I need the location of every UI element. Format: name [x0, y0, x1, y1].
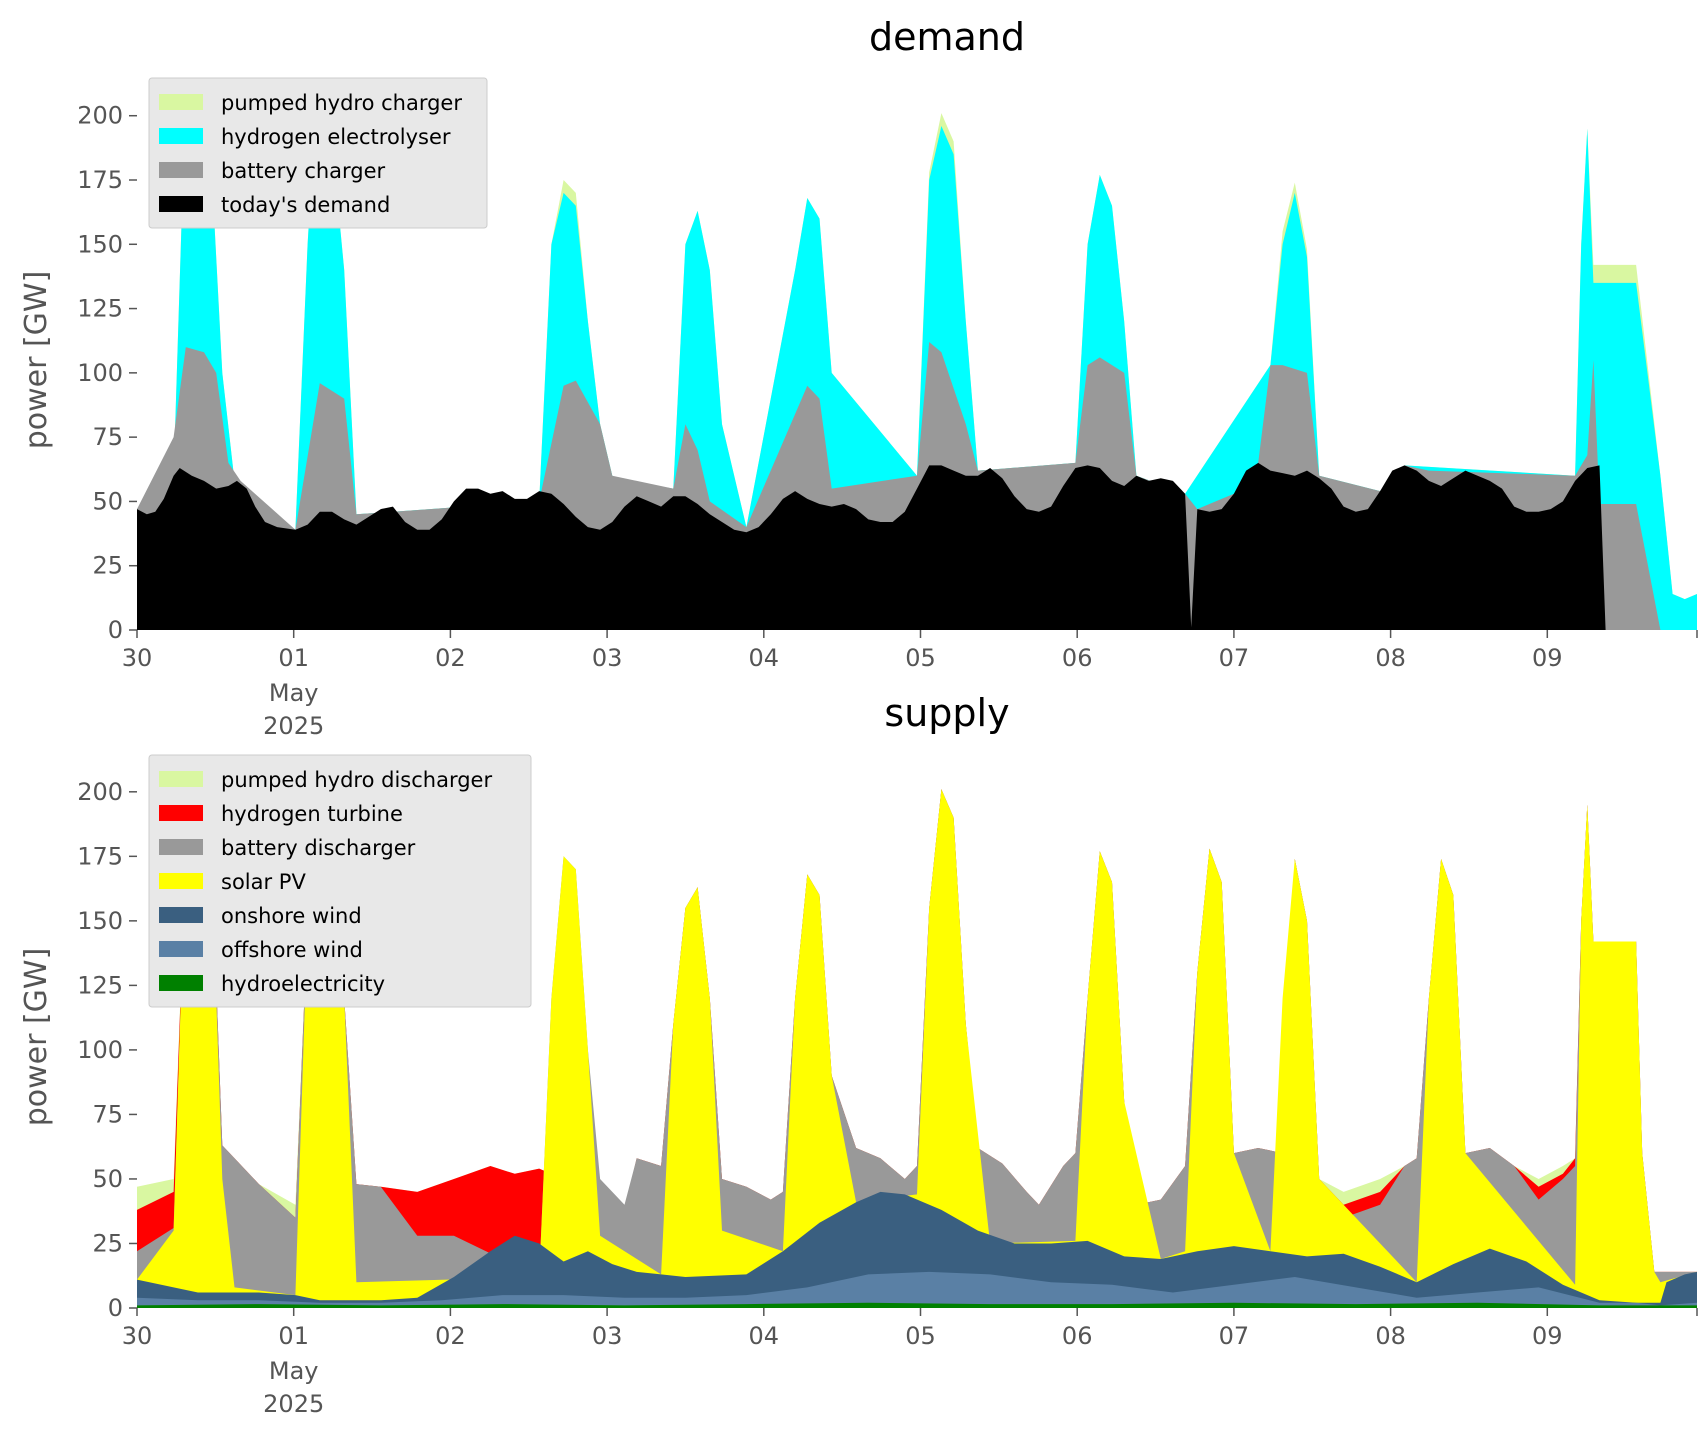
area-onshore-wind: [137, 1191, 1697, 1308]
legend-swatch-hydroelectricity: [159, 975, 203, 991]
x-tick-label: 08: [1375, 644, 1406, 672]
y-tick-label: 25: [92, 552, 123, 580]
y-tick-label: 200: [77, 778, 123, 806]
y-tick-label: 0: [108, 1294, 123, 1322]
y-tick-label: 50: [92, 1165, 123, 1193]
x-tick-sublabel: 2025: [263, 712, 324, 740]
x-tick-label: 06: [1062, 644, 1093, 672]
x-tick-label: 30: [122, 644, 153, 672]
x-tick-label: 03: [592, 644, 623, 672]
series-areas: [137, 778, 1697, 1308]
y-tick-label: 175: [77, 842, 123, 870]
area-hydroelectricity: [137, 1302, 1697, 1308]
x-tick-label: 02: [435, 1322, 466, 1350]
legend-label: pumped hydro discharger: [221, 768, 492, 792]
legend-label: battery discharger: [221, 836, 416, 860]
x-tick-sublabel: May: [269, 679, 319, 707]
legend-label: hydroelectricity: [221, 972, 385, 996]
legend-swatch-onshore-wind: [159, 907, 203, 923]
x-tick-label: 07: [1219, 1322, 1250, 1350]
legend: pumped hydro charger hydrogen electrolyse…: [148, 77, 488, 229]
legend-label: solar PV: [221, 870, 306, 894]
y-tick-label: 75: [92, 1100, 123, 1128]
legend-swatch-battery-discharger: [159, 839, 203, 855]
y-tick-label: 25: [92, 1229, 123, 1257]
area-offshore-wind: [137, 1271, 1697, 1308]
x-tick-label: 02: [435, 644, 466, 672]
x-tick-label: 05: [905, 644, 936, 672]
x-tick-label: 04: [749, 644, 780, 672]
x-tick-label: 30: [122, 1322, 153, 1350]
legend-label: today's demand: [221, 193, 390, 217]
legend-swatch-hydrogen-turbine: [159, 805, 203, 821]
x-tick-label: 01: [278, 644, 309, 672]
legend-swatch-hydrogen-electrolyser: [159, 128, 203, 144]
y-tick-label: 125: [77, 295, 123, 323]
legend-swatch-solar-pv: [159, 873, 203, 889]
legend-box: [148, 77, 488, 229]
x-tick-sublabel: May: [269, 1357, 319, 1385]
x-tick-label: 06: [1062, 1322, 1093, 1350]
y-tick-label: 100: [77, 1036, 123, 1064]
y-tick-label: 50: [92, 487, 123, 515]
legend-label: battery charger: [221, 159, 386, 183]
legend-swatch-today-s-demand: [159, 196, 203, 212]
supply-chart: supply 0 25 50 75 100 125 150 175 200 power [GW] 30…: [19, 691, 1698, 1418]
y-tick-label: 150: [77, 230, 123, 258]
x-tick-label: 04: [749, 1322, 780, 1350]
x-tick-sublabel: 2025: [263, 1390, 324, 1418]
legend-swatch-battery-charger: [159, 162, 203, 178]
y-axis: 0 25 50 75 100 125 150 175 200 power [GW]: [19, 102, 137, 644]
legend-label: hydrogen electrolyser: [221, 125, 451, 149]
y-tick-label: 200: [77, 102, 123, 130]
legend-box: [148, 754, 532, 1008]
legend-swatch-pumped-hydro-charger: [159, 94, 203, 110]
area-today-s-demand: [137, 462, 1606, 630]
y-tick-label: 0: [108, 616, 123, 644]
x-tick-label: 09: [1532, 1322, 1563, 1350]
x-tick-label: 09: [1532, 644, 1563, 672]
legend-label: pumped hydro charger: [221, 91, 462, 115]
legend-label: hydrogen turbine: [221, 802, 403, 826]
chart-title: supply: [884, 691, 1009, 735]
y-axis: 0 25 50 75 100 125 150 175 200 power [GW]: [19, 778, 137, 1322]
chart-title: demand: [869, 15, 1025, 59]
x-tick-label: 01: [278, 1322, 309, 1350]
y-tick-label: 75: [92, 423, 123, 451]
x-tick-label: 03: [592, 1322, 623, 1350]
x-tick-label: 07: [1219, 644, 1250, 672]
x-axis: 30 01 May 2025 02 03 04 05 06 07 08 09: [122, 1308, 1698, 1418]
y-tick-label: 125: [77, 971, 123, 999]
y-tick-label: 150: [77, 907, 123, 935]
y-tick-label: 175: [77, 166, 123, 194]
x-tick-label: 08: [1375, 1322, 1406, 1350]
legend-swatch-pumped-hydro-discharger: [159, 771, 203, 787]
y-tick-label: 100: [77, 359, 123, 387]
series-areas: [137, 102, 1697, 630]
legend-label: offshore wind: [221, 938, 363, 962]
y-axis-label: power [GW]: [19, 271, 54, 450]
y-axis-label: power [GW]: [19, 948, 54, 1127]
x-tick-label: 05: [905, 1322, 936, 1350]
legend-swatch-offshore-wind: [159, 941, 203, 957]
x-axis: 30 01 May 2025 02 03 04 05 06 07 08 09: [122, 630, 1698, 740]
legend-label: onshore wind: [221, 904, 362, 928]
demand-chart: demand 0 25 50 75 100 125 150 175 200 power [GW] 30…: [19, 15, 1698, 740]
area-solar-pv: [137, 778, 1697, 1308]
legend: pumped hydro discharger hydrogen turbine b…: [148, 754, 532, 1008]
